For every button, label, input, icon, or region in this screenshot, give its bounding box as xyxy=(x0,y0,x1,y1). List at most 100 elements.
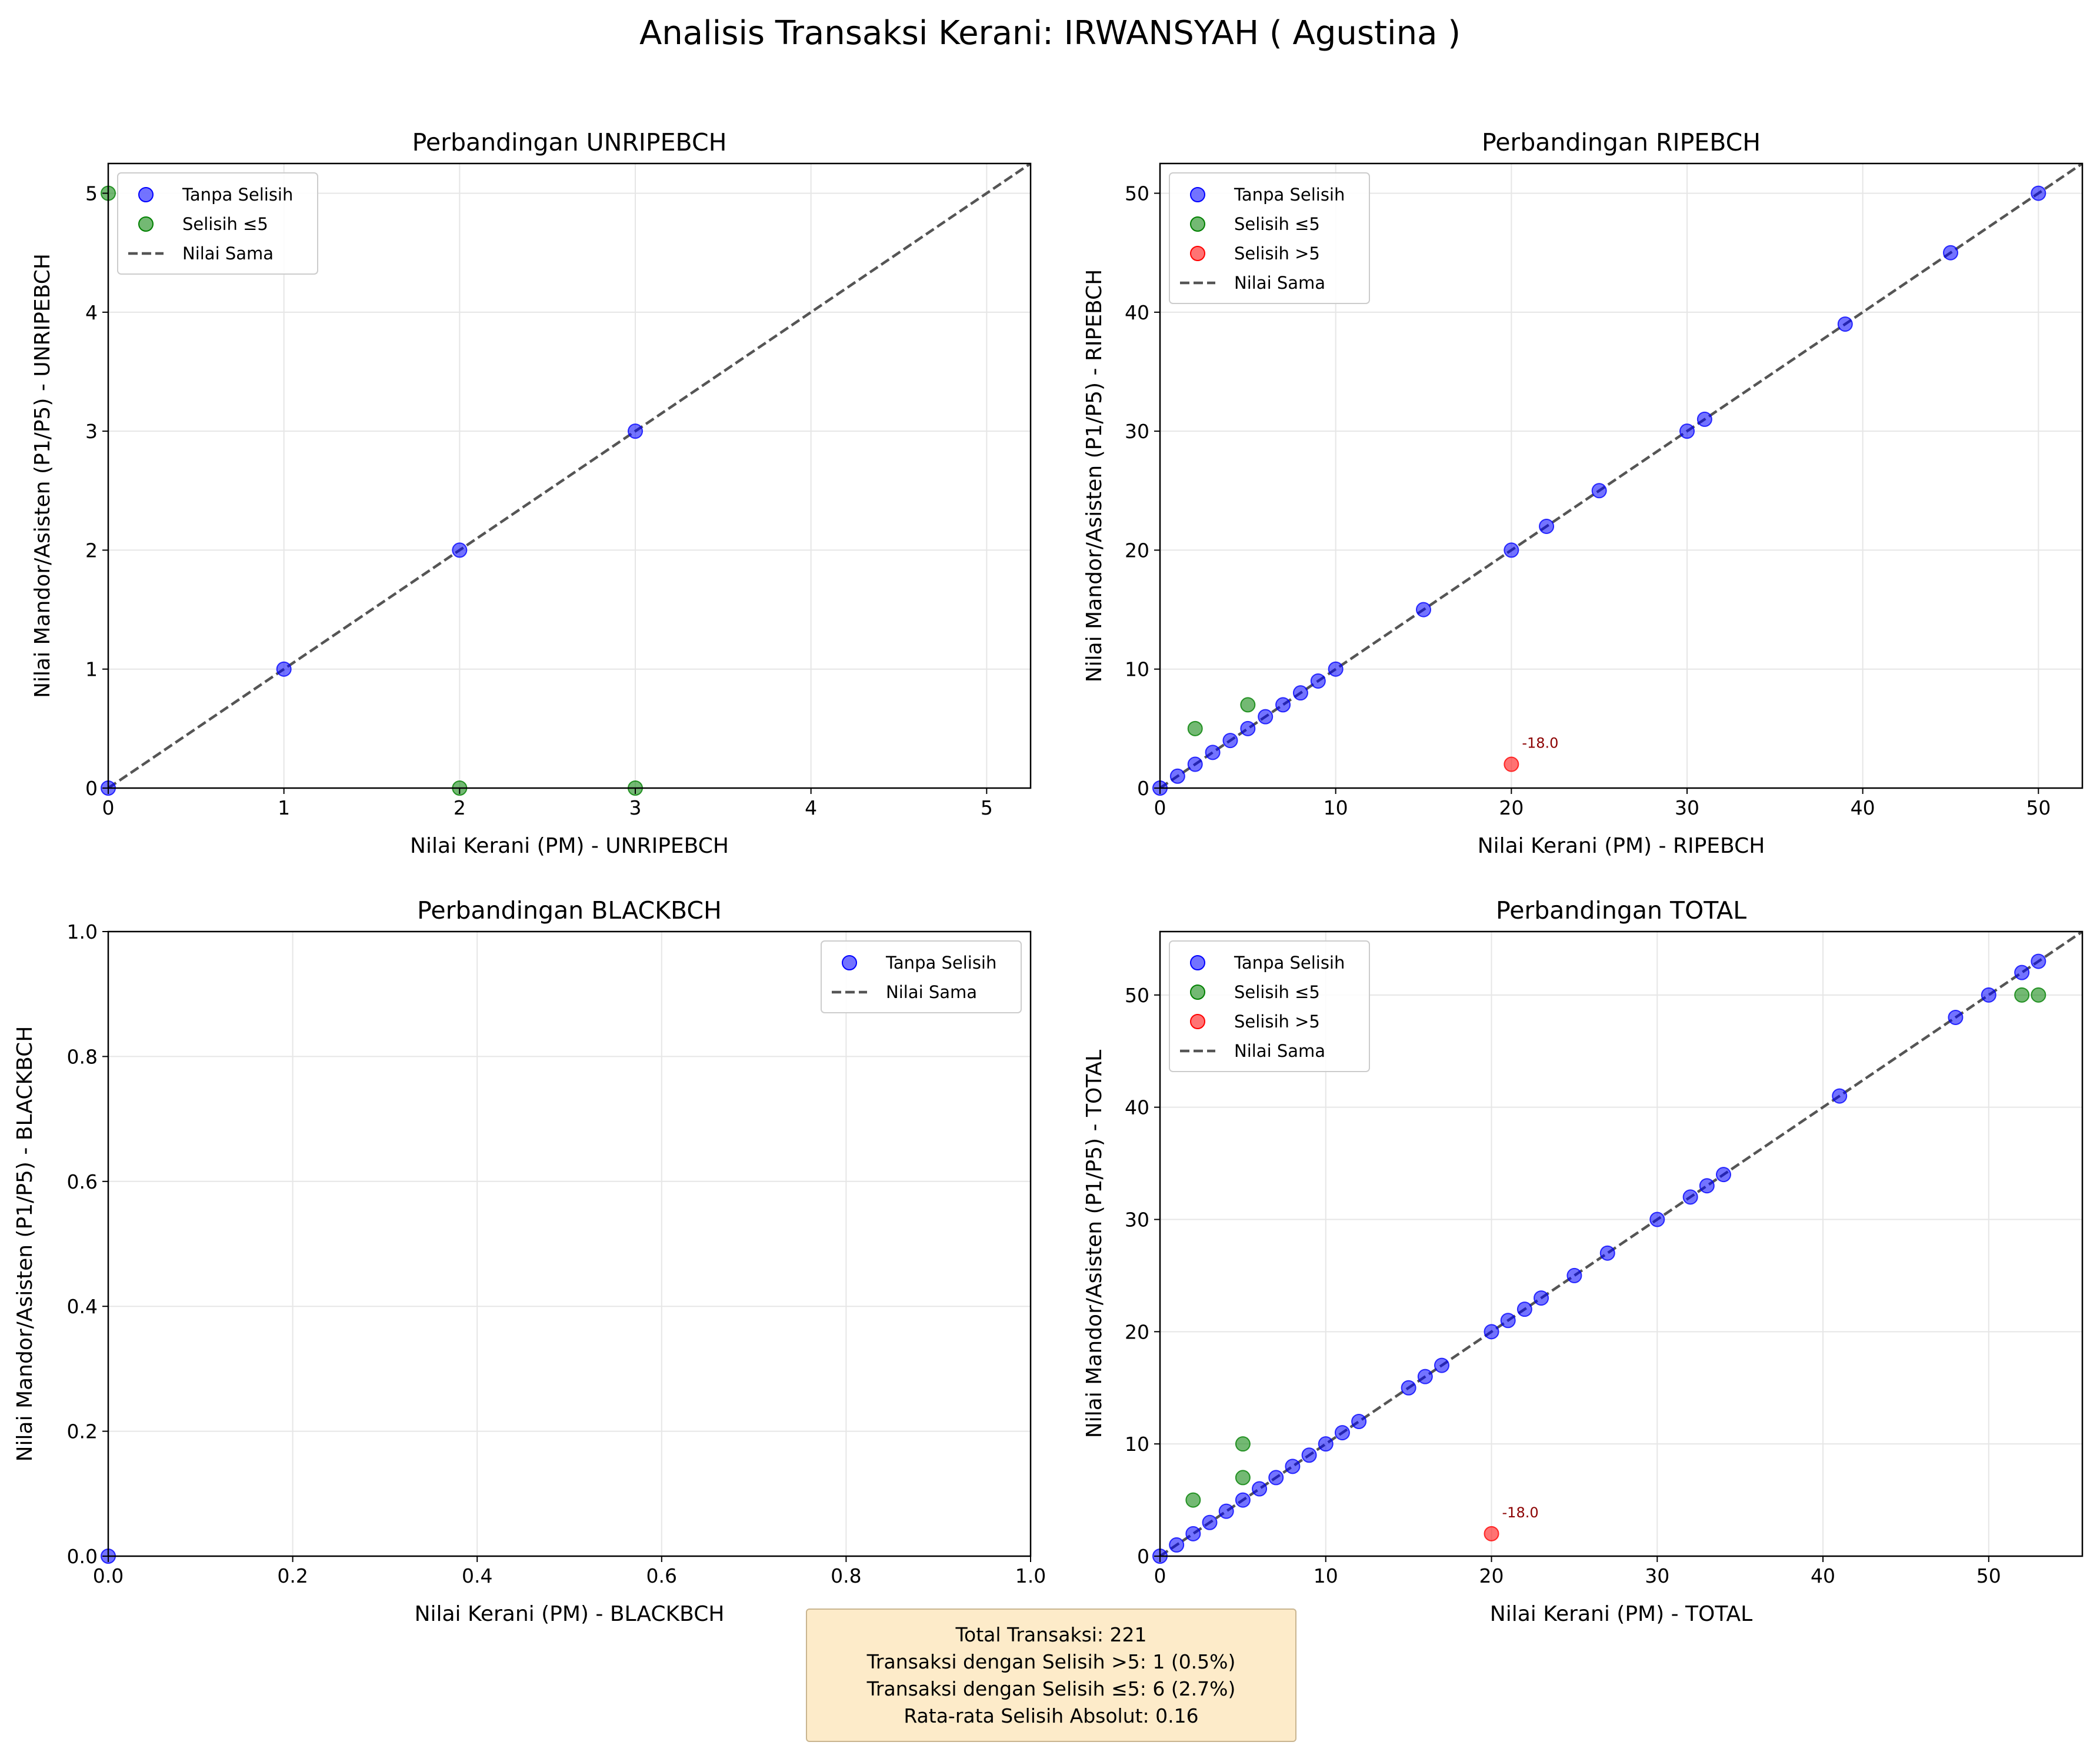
point-tanpa-5 xyxy=(1235,1492,1251,1508)
summary-box: Total Transaksi: 221 Transaksi dengan Se… xyxy=(806,1608,1296,1742)
legend-box xyxy=(117,172,318,275)
y-axis-label: Nilai Mandor/Asisten (P1/P5) - UNRIPEBCH xyxy=(31,253,55,698)
x-tick-label: 0.8 xyxy=(831,1564,861,1587)
legend-marker-tanpa xyxy=(842,955,857,970)
x-tick-label: 0 xyxy=(102,796,115,819)
point-tanpa-6 xyxy=(1252,1481,1268,1497)
x-tick-label: 0 xyxy=(1154,1564,1166,1587)
point-le5-0 xyxy=(1187,720,1203,736)
x-tick-label: 30 xyxy=(1645,1564,1669,1587)
annotation-label: -18.0 xyxy=(1522,735,1558,752)
point-tanpa-20 xyxy=(1566,1267,1582,1283)
point-tanpa-3 xyxy=(1205,745,1221,760)
x-axis-label: Nilai Kerani (PM) - UNRIPEBCH xyxy=(410,834,729,858)
x-tick-label: 0 xyxy=(1154,796,1166,819)
x-tick-label: 0.6 xyxy=(646,1564,677,1587)
legend-box xyxy=(1169,940,1370,1072)
x-tick-label: 3 xyxy=(629,796,642,819)
y-tick-label: 5 xyxy=(85,182,98,205)
y-tick-label: 50 xyxy=(1125,182,1149,205)
legend-marker-le5 xyxy=(138,216,154,232)
y-tick-label: 0.2 xyxy=(67,1420,98,1443)
y-tick-label: 20 xyxy=(1125,539,1149,562)
point-tanpa-13 xyxy=(1401,1380,1416,1396)
chart-title: Perbandingan BLACKBCH xyxy=(417,896,722,925)
y-tick-label: 40 xyxy=(1125,301,1149,324)
x-tick-label: 30 xyxy=(1675,796,1699,819)
point-tanpa-18 xyxy=(1943,245,1958,261)
summary-mean-abs: Rata-rata Selisih Absolut: 0.16 xyxy=(904,1704,1199,1727)
y-tick-label: 20 xyxy=(1125,1320,1149,1343)
legend-label: Tanpa Selisih xyxy=(1234,185,1345,205)
y-tick-label: 50 xyxy=(1125,984,1149,1007)
x-tick-label: 50 xyxy=(1976,1564,2001,1587)
point-tanpa-4 xyxy=(1222,733,1238,749)
point-le5-1 xyxy=(1235,1436,1251,1452)
point-tanpa-10 xyxy=(1328,661,1344,677)
legend-label: Selisih >5 xyxy=(1234,1012,1320,1032)
y-tick-label: 1 xyxy=(85,658,98,681)
point-tanpa-14 xyxy=(1417,1369,1433,1384)
point-tanpa-16 xyxy=(1484,1324,1499,1340)
chart-panel-3: 0.0 0.2 0.4 0.6 0.8 1.0 0.0 0.2 0.4 0.6 0.8 1.0 Perb… xyxy=(13,896,1046,1626)
y-axis-label: Nilai Mandor/Asisten (P1/P5) - TOTAL xyxy=(1082,1050,1106,1438)
legend-marker-le5 xyxy=(1190,985,1205,1000)
legend-marker-le5 xyxy=(1190,216,1205,232)
point-tanpa-15 xyxy=(1679,423,1695,439)
chart-title: Perbandingan TOTAL xyxy=(1496,896,1746,925)
summary-total: Total Transaksi: 221 xyxy=(955,1623,1147,1646)
point-tanpa-27 xyxy=(1948,1009,1964,1025)
x-tick-label: 10 xyxy=(1324,796,1348,819)
point-tanpa-18 xyxy=(1516,1302,1532,1317)
y-tick-label: 0 xyxy=(1137,1545,1149,1568)
y-tick-label: 4 xyxy=(85,301,98,324)
point-tanpa-11 xyxy=(1334,1425,1350,1441)
legend-label: Tanpa Selisih xyxy=(182,185,293,205)
legend: Tanpa Selisih Selisih ≤5 Nilai Sama xyxy=(117,172,318,275)
legend-label: Nilai Sama xyxy=(1234,1041,1325,1061)
axes-frame xyxy=(1159,930,2084,1557)
point-tanpa-4 xyxy=(1218,1503,1234,1519)
y-tick-label: 3 xyxy=(85,420,98,443)
legend-label: Selisih >5 xyxy=(1234,243,1320,263)
y-tick-label: 10 xyxy=(1125,1433,1149,1456)
legend-label: Selisih ≤5 xyxy=(1234,982,1320,1002)
legend-label: Tanpa Selisih xyxy=(1234,953,1345,973)
point-tanpa-8 xyxy=(1285,1459,1301,1474)
y-tick-label: 30 xyxy=(1125,420,1149,443)
point-tanpa-17 xyxy=(1837,316,1853,332)
x-tick-label: 10 xyxy=(1314,1564,1338,1587)
y-tick-label: 2 xyxy=(85,539,98,562)
point-tanpa-7 xyxy=(1268,1470,1284,1486)
point-tanpa-6 xyxy=(1258,709,1274,725)
y-tick-label: 30 xyxy=(1125,1208,1149,1231)
point-le5-0 xyxy=(1185,1492,1201,1508)
identity-line xyxy=(1160,163,2082,788)
point-le5-4 xyxy=(2031,987,2046,1003)
point-tanpa-12 xyxy=(1351,1413,1367,1429)
legend-marker-gt5 xyxy=(1190,246,1205,261)
legend-label: Nilai Sama xyxy=(886,982,977,1002)
point-tanpa-15 xyxy=(1434,1357,1449,1373)
x-tick-label: 2 xyxy=(454,796,466,819)
legend: Tanpa Selisih Selisih ≤5 Selisih >5 Nilai S… xyxy=(1169,172,1370,304)
x-tick-label: 50 xyxy=(2026,796,2051,819)
legend-label: Selisih ≤5 xyxy=(1234,214,1320,234)
point-le5-3 xyxy=(2014,987,2030,1003)
point-tanpa-1 xyxy=(1169,1537,1185,1553)
x-tick-label: 1.0 xyxy=(1015,1564,1046,1587)
point-tanpa-1 xyxy=(276,661,292,677)
x-tick-label: 1 xyxy=(278,796,290,819)
point-tanpa-14 xyxy=(1591,483,1607,499)
point-le5-1 xyxy=(1240,697,1256,713)
axes-frame xyxy=(107,162,1032,789)
legend-marker-tanpa xyxy=(1190,187,1205,202)
figure-title: Analisis Transaksi Kerani: IRWANSYAH ( A… xyxy=(639,14,1461,52)
point-gt5-0 xyxy=(1484,1526,1499,1541)
point-tanpa-19 xyxy=(1534,1290,1549,1306)
point-tanpa-12 xyxy=(1504,542,1519,558)
axes-frame xyxy=(1159,162,2084,789)
point-tanpa-22 xyxy=(1649,1212,1665,1227)
y-tick-label: 40 xyxy=(1125,1096,1149,1119)
